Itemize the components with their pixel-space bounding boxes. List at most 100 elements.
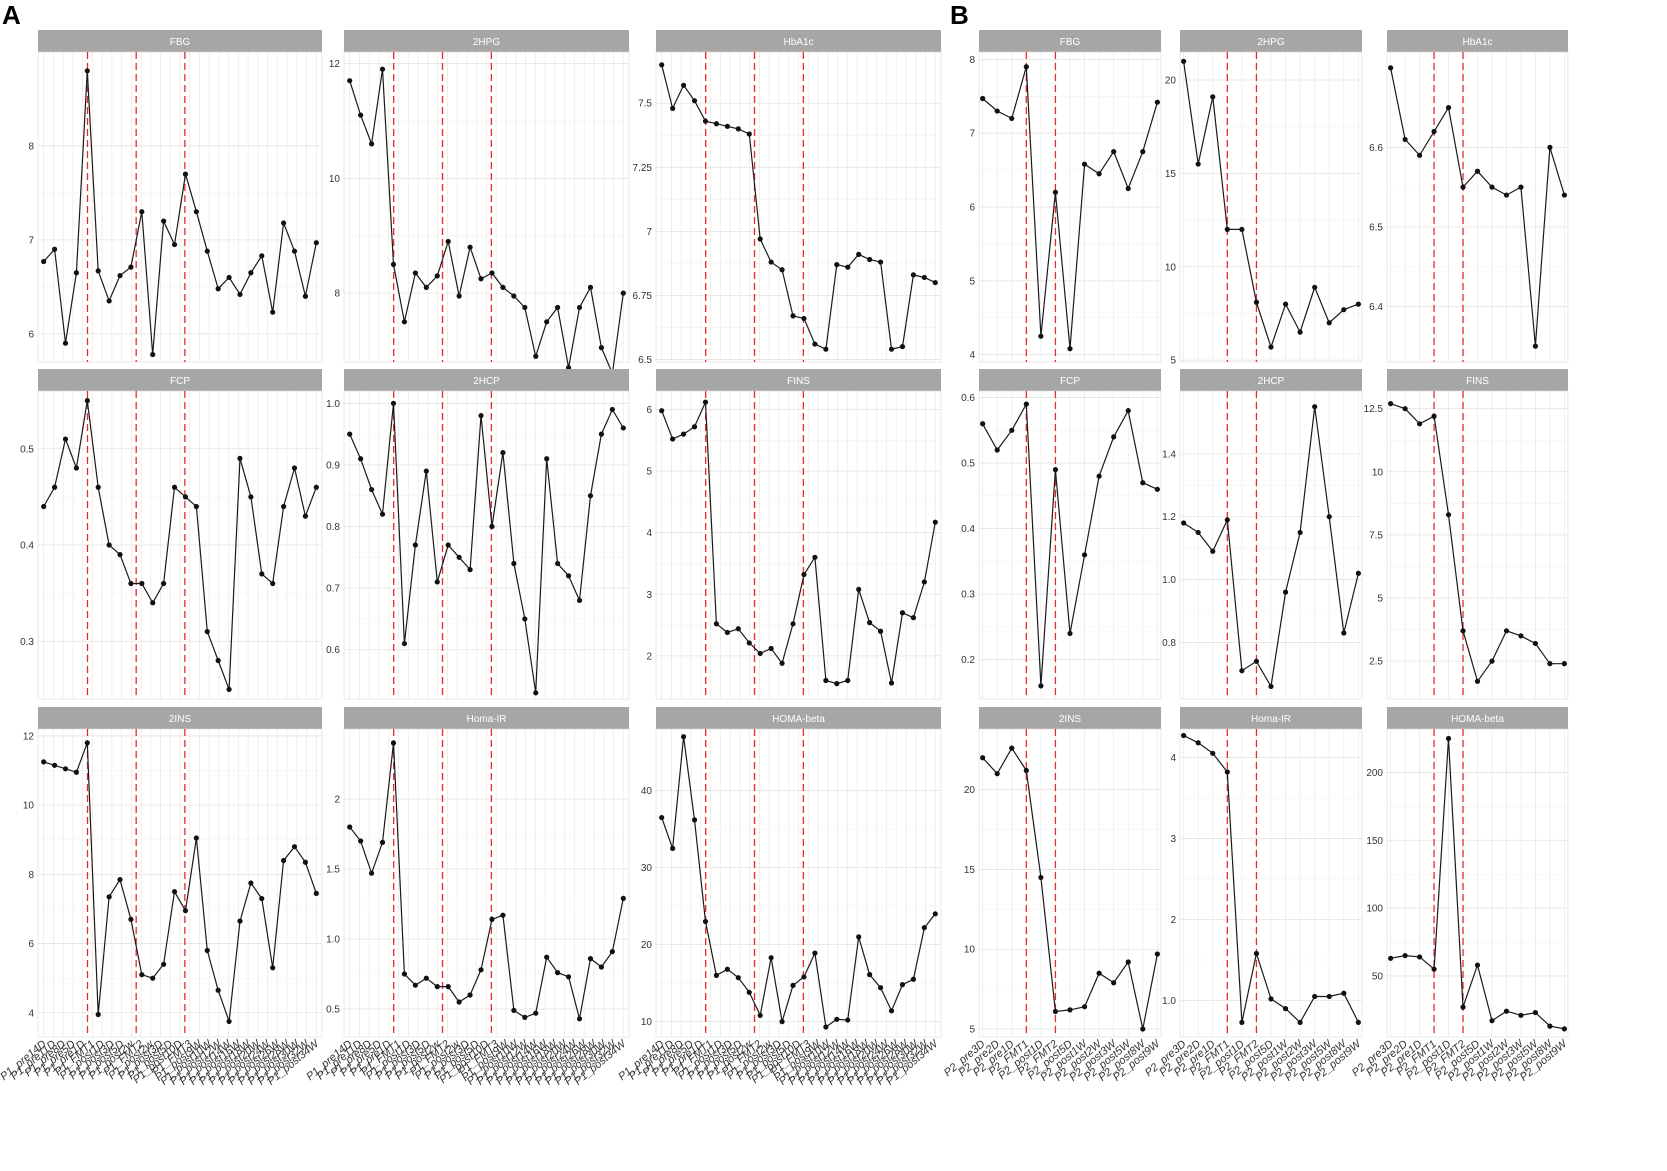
data-point xyxy=(899,344,906,350)
y-tick-label: 15 xyxy=(964,865,976,876)
data-point xyxy=(670,105,676,111)
data-point xyxy=(95,484,101,490)
data-point xyxy=(598,345,605,351)
data-point xyxy=(1239,226,1245,233)
data-point xyxy=(1532,343,1539,349)
data-point xyxy=(812,950,818,956)
data-point xyxy=(1297,529,1303,536)
data-point xyxy=(1052,189,1059,195)
data-point xyxy=(412,270,418,276)
data-point xyxy=(680,82,687,88)
data-point xyxy=(1140,149,1146,155)
facet-strip xyxy=(344,30,629,52)
y-tick-label: 7.25 xyxy=(633,163,653,174)
data-point xyxy=(702,118,709,124)
data-point xyxy=(555,970,561,976)
data-point xyxy=(735,126,741,132)
data-point xyxy=(713,121,720,127)
facet-strip xyxy=(979,369,1161,391)
y-tick-label: 5 xyxy=(1377,594,1383,605)
data-point xyxy=(1111,149,1117,155)
facet-b-fins: FINS 2.5 5 7.5 10 12.5 xyxy=(1364,369,1569,700)
y-tick-label: 0.7 xyxy=(326,584,340,595)
data-point xyxy=(1297,329,1303,335)
data-point xyxy=(1282,1006,1289,1012)
data-point xyxy=(171,241,178,248)
y-tick-label: 1.0 xyxy=(326,935,340,946)
data-point xyxy=(368,870,375,876)
y-tick-label: 12 xyxy=(329,59,341,70)
facet-strip xyxy=(656,369,941,391)
data-point xyxy=(659,62,665,68)
y-tick-label: 4 xyxy=(28,1008,34,1019)
data-point xyxy=(522,1014,528,1021)
data-point xyxy=(478,276,484,282)
data-point xyxy=(1532,1009,1539,1016)
data-point xyxy=(511,560,517,567)
data-point xyxy=(980,755,986,761)
data-point xyxy=(680,734,687,740)
facet-strip xyxy=(344,369,629,391)
data-point xyxy=(691,424,698,430)
facet-b-2ins: 2INS5101520P2_pre3DP2_pre2DP2_pre1DP2_FM… xyxy=(942,707,1164,1084)
data-point xyxy=(456,554,462,560)
data-point xyxy=(1474,678,1481,684)
data-point xyxy=(994,108,1000,114)
data-point xyxy=(1431,413,1437,419)
y-tick-label: 0.9 xyxy=(326,460,340,471)
data-point xyxy=(237,291,243,297)
data-point xyxy=(1561,1026,1567,1032)
data-point xyxy=(193,503,199,510)
data-point xyxy=(500,912,506,918)
data-point xyxy=(670,436,676,442)
data-point xyxy=(746,989,752,995)
facet-title: HOMA-beta xyxy=(1451,714,1504,725)
y-tick-label: 7 xyxy=(28,235,34,246)
data-point xyxy=(598,964,605,970)
y-tick-label: 12 xyxy=(23,731,35,742)
facet-title: FBG xyxy=(1060,37,1081,48)
data-point xyxy=(1341,307,1347,313)
facet-strip xyxy=(1180,369,1362,391)
y-tick-label: 1.0 xyxy=(1162,575,1176,586)
data-point xyxy=(702,918,709,925)
data-point xyxy=(500,450,506,456)
data-point xyxy=(1210,750,1216,756)
data-point xyxy=(204,947,210,954)
data-point xyxy=(1532,640,1539,647)
facet-title: Homa-IR xyxy=(466,714,506,725)
data-point xyxy=(347,78,353,84)
y-tick-label: 8 xyxy=(28,141,34,152)
data-point xyxy=(226,1018,232,1025)
data-point xyxy=(609,406,615,413)
y-tick-label: 150 xyxy=(1366,836,1383,847)
facet-title: 2HPG xyxy=(473,37,500,48)
data-point xyxy=(1326,320,1332,326)
data-point xyxy=(445,542,451,548)
data-point xyxy=(84,398,90,404)
data-point xyxy=(533,1010,539,1016)
data-point xyxy=(161,580,167,587)
series-line xyxy=(349,742,624,1019)
facet-strip xyxy=(38,707,322,729)
data-point xyxy=(302,513,309,519)
data-point xyxy=(1402,406,1408,412)
data-point xyxy=(467,244,473,250)
facet-b-homa-ir: Homa-IR1.0234P2_pre3DP2_pre2DP2_pre1DP2_… xyxy=(1143,707,1365,1084)
data-point xyxy=(980,95,986,102)
data-point xyxy=(1431,966,1437,972)
data-point xyxy=(1038,874,1044,881)
data-point xyxy=(522,304,528,311)
data-point xyxy=(746,131,752,137)
series-line xyxy=(349,69,624,376)
data-point xyxy=(1416,152,1423,158)
y-tick-label: 5 xyxy=(969,1025,975,1036)
data-point xyxy=(1282,301,1289,307)
data-point xyxy=(724,629,730,636)
data-point xyxy=(379,511,386,517)
facet-strip xyxy=(1180,30,1362,52)
data-point xyxy=(1326,514,1332,520)
facet-strip xyxy=(38,369,322,391)
data-point xyxy=(801,315,807,322)
data-point xyxy=(790,621,796,627)
